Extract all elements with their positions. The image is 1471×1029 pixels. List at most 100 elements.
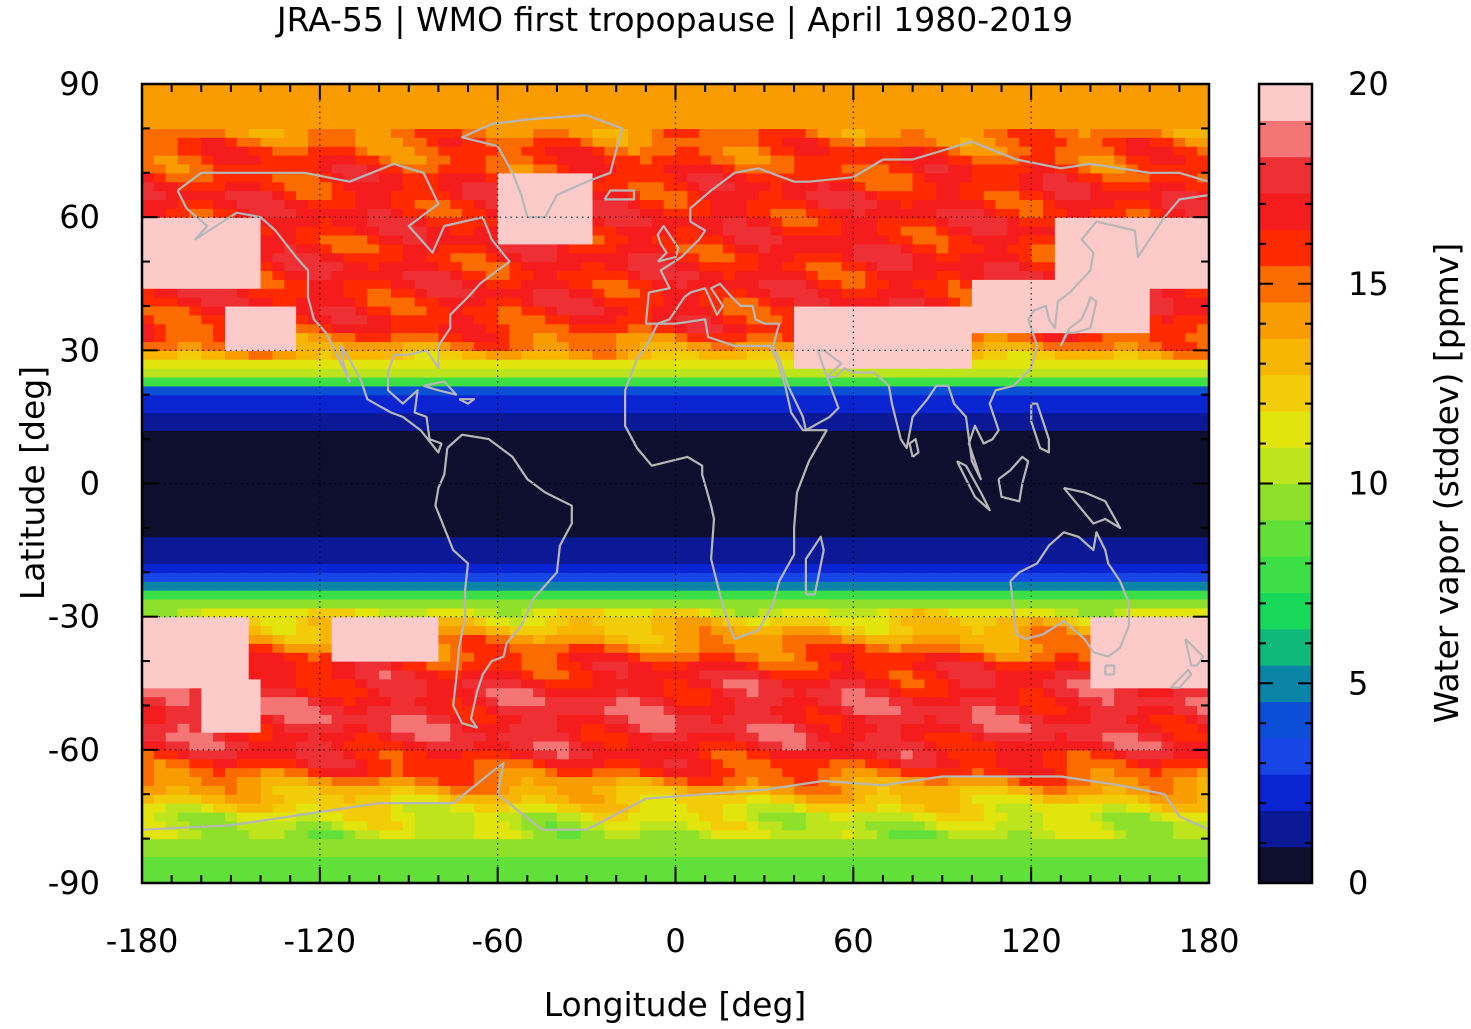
heatmap-cell bbox=[699, 456, 712, 467]
heatmap-cell bbox=[213, 678, 226, 689]
heatmap-cell bbox=[711, 430, 724, 440]
heatmap-cell bbox=[390, 811, 404, 822]
heatmap-cell bbox=[296, 447, 309, 458]
heatmap-cell bbox=[379, 492, 392, 502]
heatmap-cell bbox=[1137, 687, 1151, 698]
heatmap-cell bbox=[1043, 581, 1056, 591]
heatmap-cell bbox=[1173, 643, 1186, 653]
heatmap-cell bbox=[616, 749, 629, 760]
heatmap-cell bbox=[924, 456, 937, 467]
heatmap-cell bbox=[1161, 776, 1175, 786]
heatmap-cell bbox=[509, 634, 522, 644]
heatmap-cell bbox=[1078, 714, 1092, 724]
heatmap-cell bbox=[616, 811, 629, 822]
heatmap-cell bbox=[1007, 811, 1020, 822]
heatmap-cell bbox=[722, 847, 736, 857]
heatmap-cell bbox=[414, 607, 428, 618]
heatmap-cell bbox=[497, 625, 511, 636]
heatmap-cell bbox=[699, 811, 712, 822]
heatmap-cell bbox=[936, 794, 949, 804]
heatmap-cell bbox=[663, 652, 677, 662]
heatmap-cell bbox=[995, 510, 1009, 520]
heatmap-cell bbox=[900, 652, 914, 662]
heatmap-cell bbox=[722, 412, 736, 422]
heatmap-cell bbox=[770, 607, 783, 618]
heatmap-cell bbox=[402, 669, 416, 680]
heatmap-cell bbox=[462, 705, 475, 715]
heatmap-cell bbox=[473, 430, 487, 440]
heatmap-cell bbox=[628, 749, 641, 760]
heatmap-cell bbox=[343, 465, 356, 476]
heatmap-cell bbox=[462, 714, 475, 724]
heatmap-cell bbox=[224, 723, 238, 733]
heatmap-cell bbox=[296, 527, 309, 538]
heatmap-cell bbox=[675, 767, 688, 778]
heatmap-cell bbox=[604, 519, 617, 529]
heatmap-cell bbox=[616, 572, 629, 582]
heatmap-cell bbox=[438, 758, 451, 769]
heatmap-cell bbox=[236, 847, 250, 857]
heatmap-cell bbox=[639, 749, 653, 760]
heatmap-cell bbox=[426, 492, 439, 502]
heatmap-cell bbox=[734, 669, 748, 680]
heatmap-cell bbox=[580, 838, 594, 849]
heatmap-cell bbox=[1114, 803, 1127, 813]
heatmap-cell bbox=[663, 465, 677, 476]
heatmap-cell bbox=[497, 661, 511, 671]
heatmap-cell bbox=[248, 669, 262, 680]
heatmap-cell bbox=[213, 758, 226, 769]
heatmap-cell bbox=[272, 527, 285, 538]
heatmap-cell bbox=[877, 501, 890, 511]
heatmap-cell bbox=[805, 412, 819, 422]
heatmap-cell bbox=[201, 519, 214, 529]
heatmap-cell bbox=[462, 439, 475, 449]
heatmap-cell bbox=[1173, 865, 1186, 875]
heatmap-cell bbox=[1078, 803, 1092, 813]
heatmap-cell bbox=[995, 856, 1009, 866]
heatmap-cell bbox=[900, 661, 914, 671]
heatmap-cell bbox=[497, 723, 511, 733]
heatmap-cell bbox=[165, 705, 179, 715]
heatmap-cell bbox=[284, 545, 297, 556]
heatmap-cell bbox=[604, 510, 617, 520]
heatmap-cell bbox=[592, 740, 605, 751]
heatmap-cell bbox=[426, 519, 439, 529]
heatmap-cell bbox=[438, 723, 451, 733]
heatmap-cell bbox=[758, 865, 771, 875]
heatmap-cell bbox=[248, 625, 262, 636]
heatmap-cell bbox=[711, 803, 724, 813]
heatmap-cell bbox=[675, 385, 688, 396]
heatmap-cell bbox=[402, 519, 416, 529]
heatmap-cell bbox=[473, 669, 487, 680]
heatmap-cell bbox=[545, 652, 558, 662]
heatmap-cell bbox=[1090, 811, 1103, 822]
heatmap-cell bbox=[995, 723, 1009, 733]
heatmap-cell bbox=[296, 838, 309, 849]
heatmap-cell bbox=[971, 829, 985, 840]
heatmap-cell bbox=[675, 598, 688, 609]
heatmap-cell bbox=[651, 865, 665, 875]
heatmap-cell bbox=[402, 536, 416, 547]
heatmap-cell bbox=[331, 785, 345, 795]
heatmap-cell bbox=[853, 776, 866, 786]
heatmap-cell bbox=[794, 714, 807, 724]
heatmap-cell bbox=[1019, 811, 1032, 822]
heatmap-cell bbox=[829, 590, 843, 600]
heatmap-cell bbox=[734, 776, 748, 786]
heatmap-cell bbox=[521, 732, 534, 742]
heatmap-cell bbox=[1019, 847, 1032, 857]
heatmap-cell bbox=[319, 403, 333, 414]
heatmap-cell bbox=[236, 652, 250, 662]
heatmap-cell bbox=[722, 785, 736, 795]
heatmap-cell bbox=[402, 403, 416, 414]
heatmap-cell bbox=[770, 705, 783, 715]
heatmap-cell bbox=[805, 856, 819, 866]
heatmap-cell bbox=[414, 643, 428, 653]
heatmap-cell bbox=[307, 385, 321, 396]
heatmap-cell bbox=[153, 767, 167, 778]
heatmap-cell bbox=[971, 652, 985, 662]
heatmap-cell bbox=[1007, 820, 1020, 831]
heatmap-cell bbox=[189, 519, 202, 529]
heatmap-cell bbox=[1161, 634, 1175, 644]
heatmap-cell bbox=[1126, 847, 1139, 857]
